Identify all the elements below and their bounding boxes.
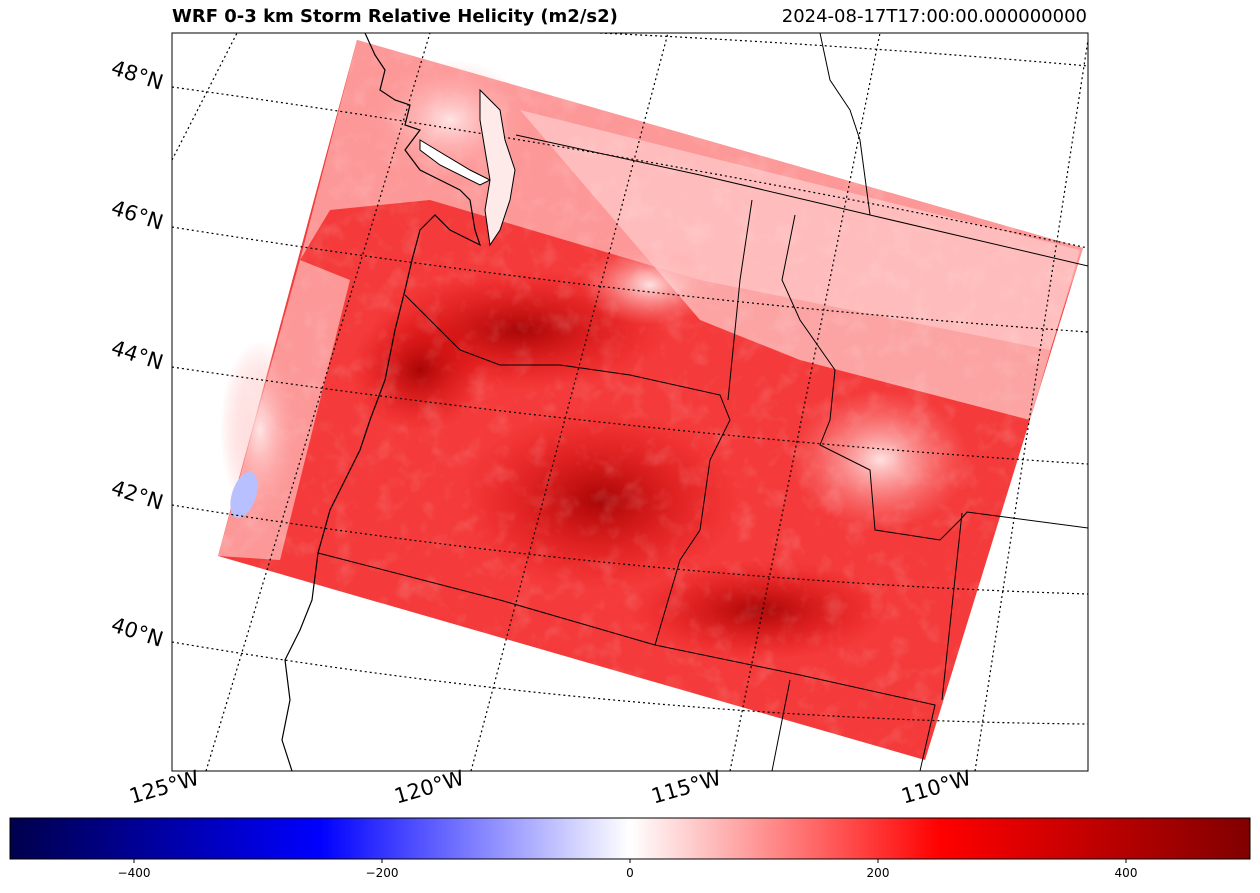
colorbar-tick-label: 200 xyxy=(866,866,890,880)
coastline xyxy=(281,33,482,771)
colorbar xyxy=(9,817,1251,860)
map-frame xyxy=(171,32,1089,772)
map-timestamp: 2024-08-17T17:00:00.000000000 xyxy=(781,6,1087,27)
longitude-gridlines xyxy=(172,33,1088,771)
colorbar-tick-label: 0 xyxy=(626,866,634,880)
strait xyxy=(419,139,492,186)
latitude-gridlines xyxy=(172,33,1088,725)
colorbar-tick-label: −400 xyxy=(117,866,151,880)
borders xyxy=(317,33,1088,771)
helicity-field xyxy=(172,33,1088,771)
colorbar-tick-label: 400 xyxy=(1114,866,1138,880)
colorbar-tick-label: −200 xyxy=(365,866,399,880)
colorbar-ticks xyxy=(133,859,1127,863)
map-title: WRF 0-3 km Storm Relative Helicity (m2/s… xyxy=(172,6,618,27)
puget-sound xyxy=(479,88,516,247)
